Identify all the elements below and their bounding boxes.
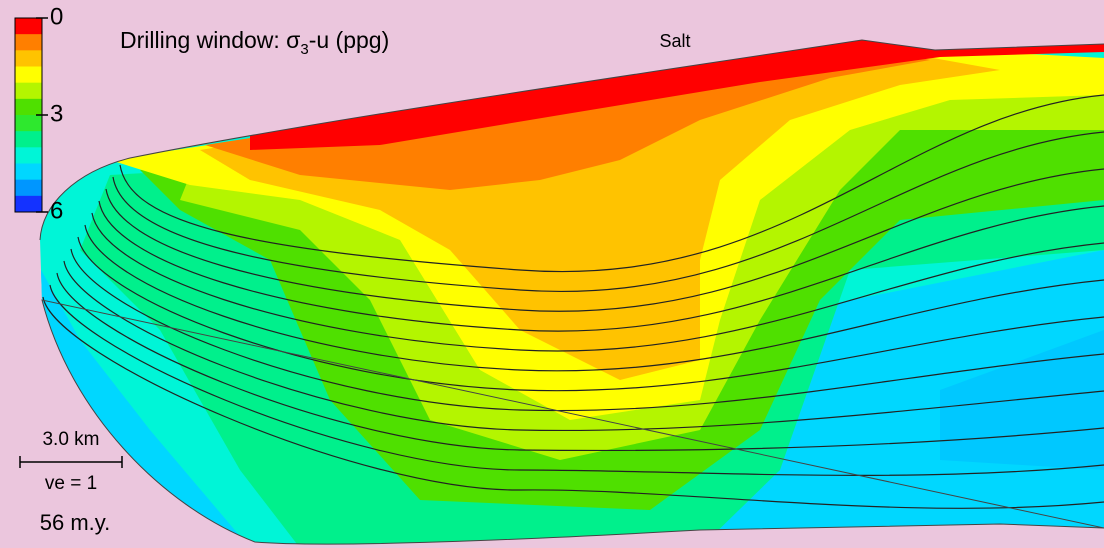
colorbar-band <box>15 147 42 164</box>
colorbar-tick-label: 0 <box>50 3 63 30</box>
colorbar-band <box>15 83 42 100</box>
colorbar-band <box>15 50 42 67</box>
age-label: 56 m.y. <box>40 510 111 535</box>
ve-label: ve = 1 <box>45 473 97 494</box>
colorbar-band <box>15 18 42 35</box>
colorbar-band <box>15 99 42 116</box>
salt-label: Salt <box>659 31 690 51</box>
colorbar-tick-label: 6 <box>50 197 63 224</box>
scale-label: 3.0 km <box>42 429 99 450</box>
colorbar-band <box>15 196 42 213</box>
colorbar-band <box>15 164 42 181</box>
colorbar-band <box>15 34 42 51</box>
title-rest: -u (ppg) <box>309 27 390 53</box>
colorbar-band <box>15 131 42 148</box>
colorbar-tick-label: 3 <box>50 100 63 127</box>
colorbar-band <box>15 180 42 197</box>
title-subscript: 3 <box>300 41 308 58</box>
colorbar-band <box>15 115 42 132</box>
colorbar-band <box>15 67 42 84</box>
title-main: Drilling window: σ <box>120 27 300 53</box>
figure: 036 Drilling window: σ3-u (ppg) Salt 3.0… <box>0 0 1104 548</box>
